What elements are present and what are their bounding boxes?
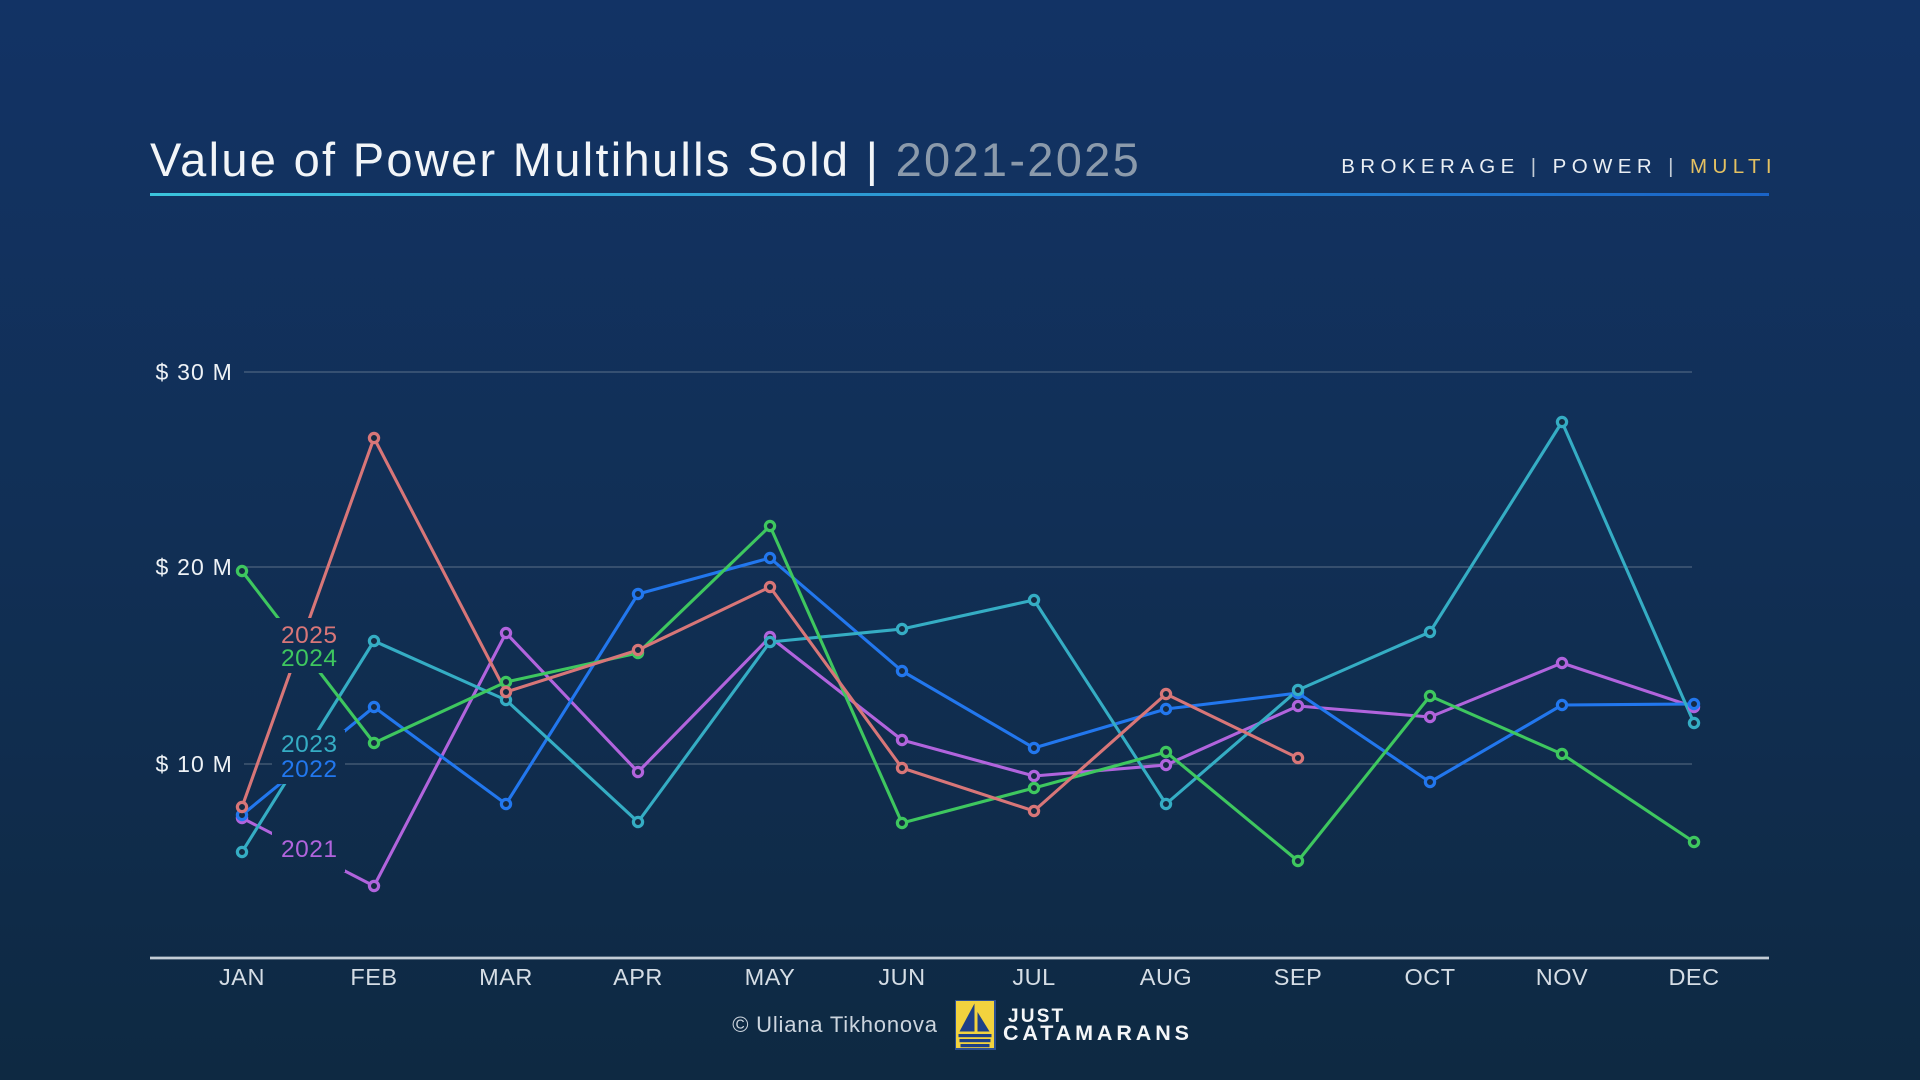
svg-text:JUN: JUN [878, 964, 925, 990]
svg-text:Value of Power Multihulls Sold: Value of Power Multihulls Sold | 2021-20… [150, 133, 1141, 186]
svg-text:$ 20 M: $ 20 M [155, 554, 233, 580]
svg-text:JAN: JAN [219, 964, 265, 990]
svg-text:$ 30 M: $ 30 M [155, 359, 233, 385]
svg-text:2024: 2024 [281, 645, 338, 672]
svg-text:2025: 2025 [281, 622, 338, 649]
svg-text:APR: APR [613, 964, 663, 990]
svg-text:2022: 2022 [281, 756, 338, 783]
svg-text:AUG: AUG [1140, 964, 1192, 990]
svg-text:JUST: JUST [1008, 1006, 1065, 1027]
svg-text:MAR: MAR [479, 964, 533, 990]
svg-text:JUL: JUL [1012, 964, 1055, 990]
svg-text:2021: 2021 [281, 836, 338, 863]
svg-text:SEP: SEP [1274, 964, 1323, 990]
svg-text:MAY: MAY [745, 964, 796, 990]
svg-text:NOV: NOV [1536, 964, 1588, 990]
svg-text:2023: 2023 [281, 731, 338, 758]
svg-text:OCT: OCT [1404, 964, 1455, 990]
svg-text:$ 10 M: $ 10 M [155, 751, 233, 777]
svg-text:CATAMARANS: CATAMARANS [1003, 1021, 1193, 1045]
svg-text:DEC: DEC [1668, 964, 1719, 990]
svg-text:BROKERAGE | POWER | MULTI: BROKERAGE | POWER | MULTI [1341, 155, 1777, 178]
svg-text:© Uliana Tikhonova: © Uliana Tikhonova [732, 1012, 938, 1037]
svg-text:FEB: FEB [350, 964, 397, 990]
